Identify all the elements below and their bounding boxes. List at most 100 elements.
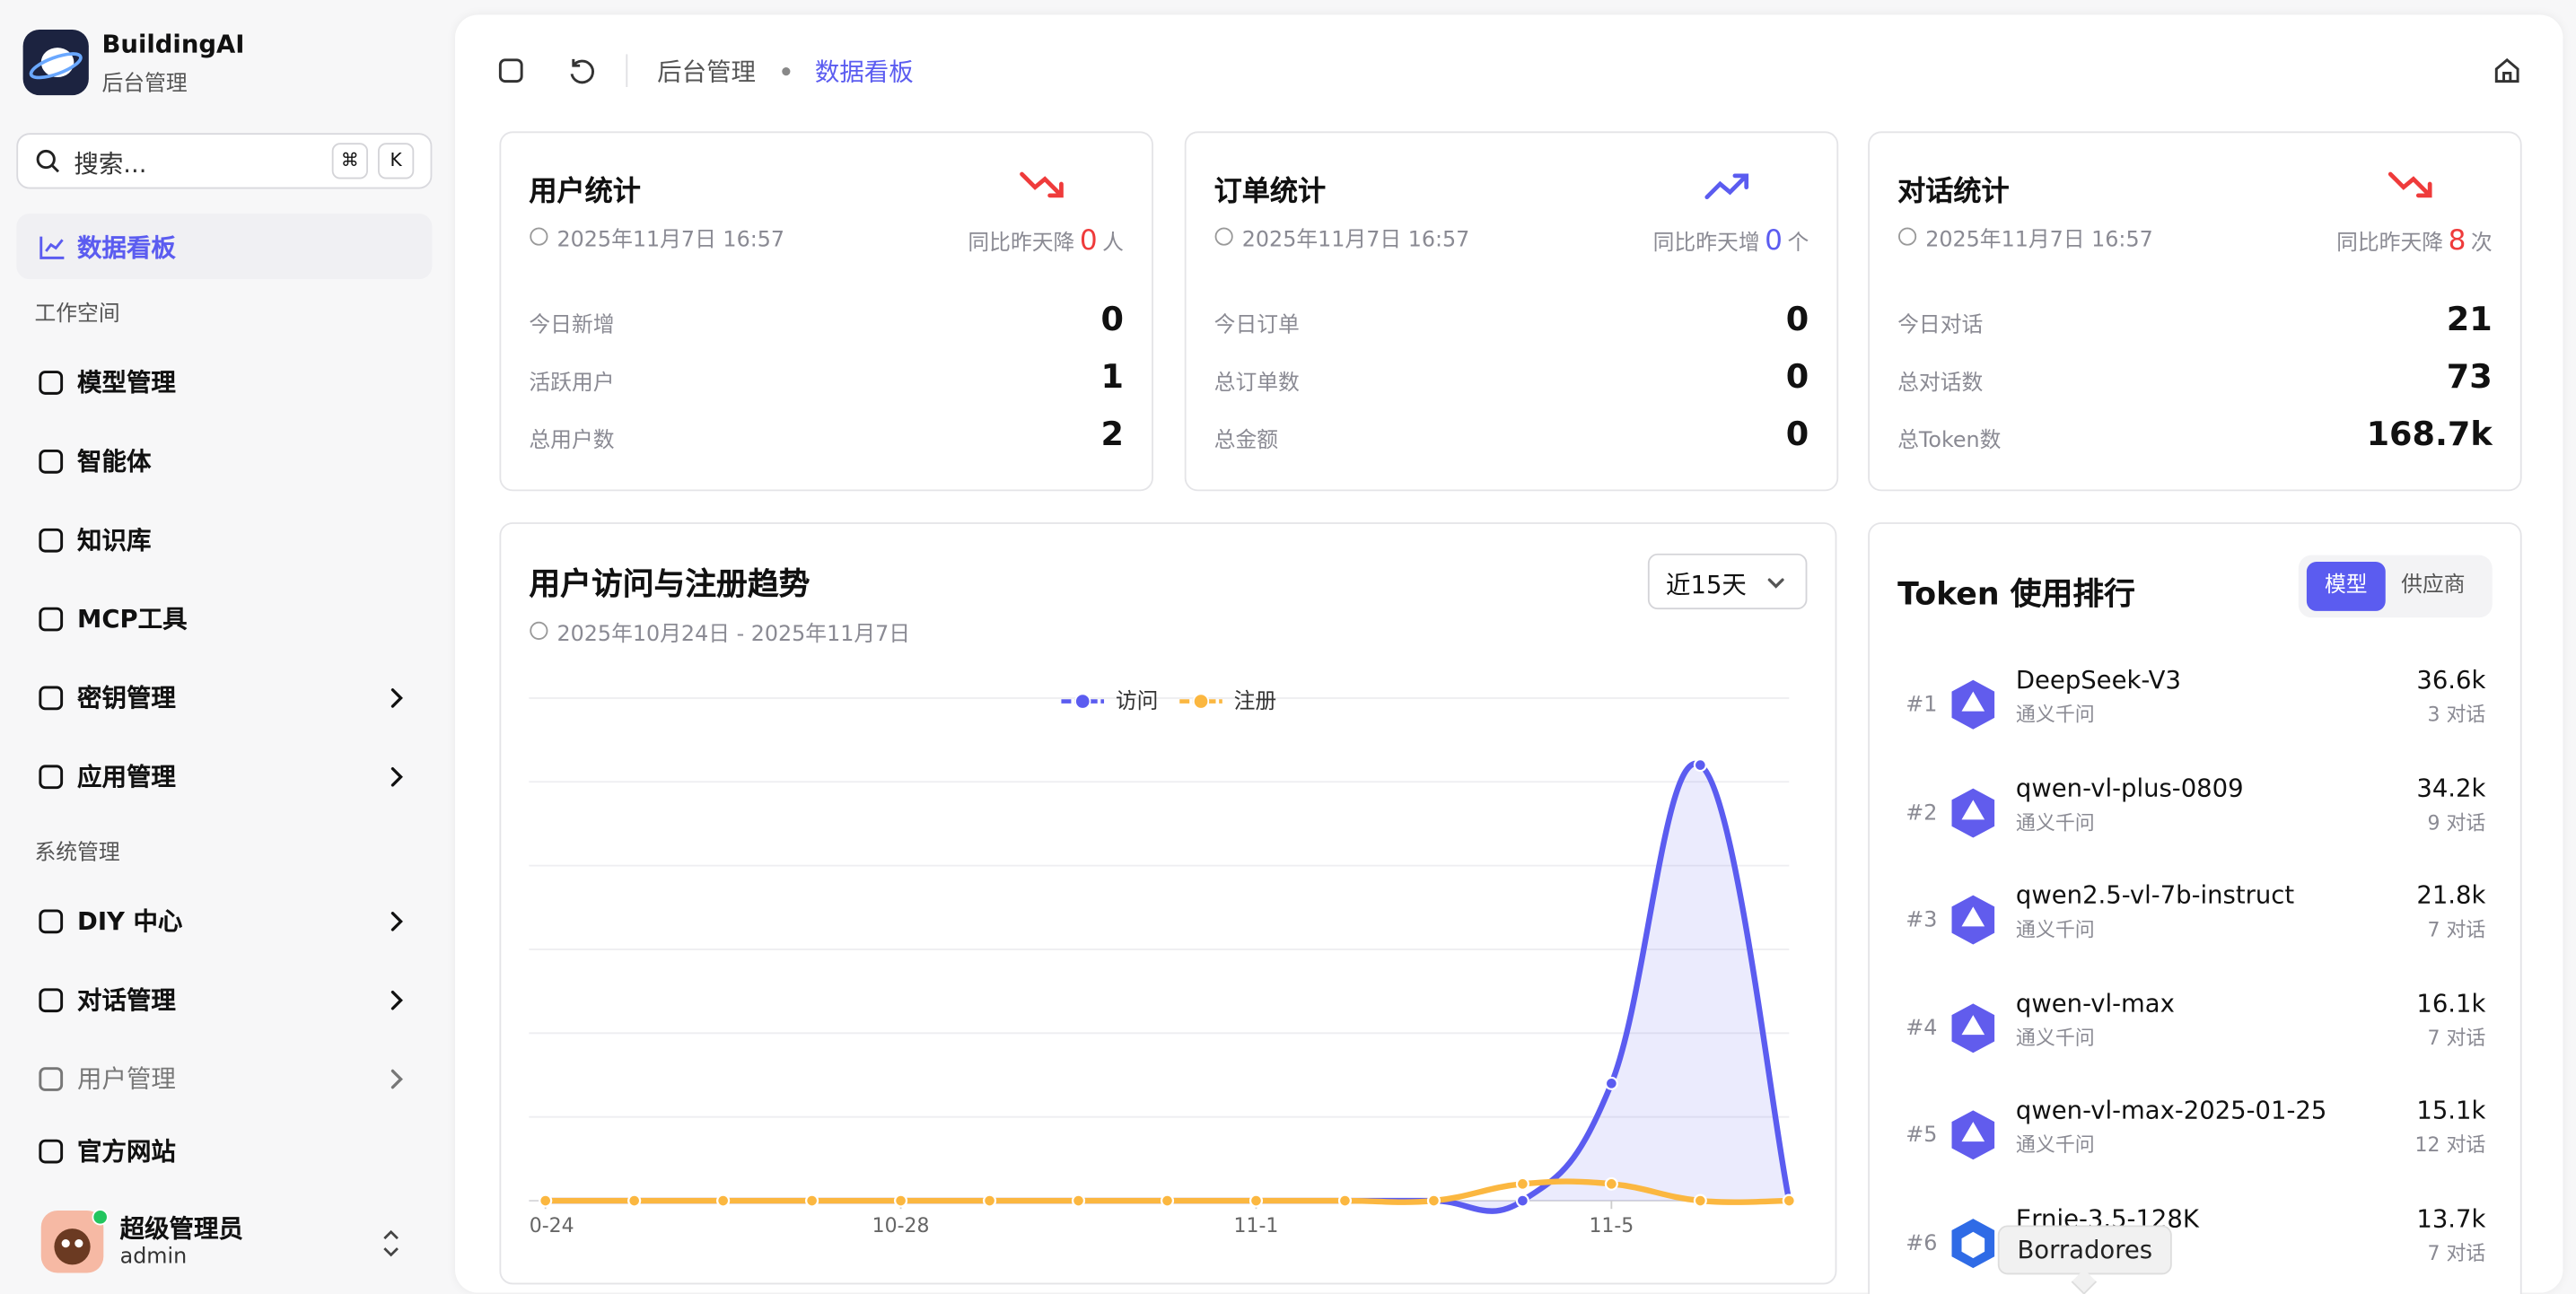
x-tick-label: 10-24 [517, 1215, 574, 1237]
point [716, 1193, 731, 1208]
compare-label: 同比昨天降 [2336, 232, 2444, 257]
point [1782, 1193, 1796, 1208]
stat-card: 用户统计 2025年11月7日 16:57 同比昨天降 0 人今日新增 0 活跃用户 1 总用户… [499, 131, 1153, 492]
qwen-logo [1951, 679, 1995, 730]
nav-item[interactable]: MCP工具 [77, 604, 188, 634]
nav-icon [39, 607, 64, 632]
stat-date: 2025年11月7日 16:57 [1925, 228, 2153, 253]
icon-shape [39, 449, 64, 474]
compare-label: 同比昨天降 [968, 232, 1075, 257]
legend-dot [1192, 693, 1210, 710]
x-tick-label: 11-1 [1234, 1215, 1279, 1237]
chevron [390, 766, 403, 787]
point [1604, 1076, 1618, 1090]
chat-count: 7 对话 [2427, 1241, 2486, 1265]
search-glass [36, 149, 56, 170]
nav-item[interactable]: 知识库 [77, 525, 152, 555]
stat-row-value: 1 [1100, 356, 1124, 397]
compare-label: 同比昨天增 [1652, 232, 1760, 257]
range-label: 近15天 [1666, 570, 1747, 600]
compare-unit: 个 [1787, 232, 1809, 257]
tooltip: Borradores [1997, 1225, 2172, 1275]
trend-icon [1704, 173, 1749, 200]
point [1337, 1193, 1352, 1208]
clock [530, 621, 548, 640]
chart-subtitle: 2025年10月24日 - 2025年11月7日 [556, 622, 911, 648]
chevron-icon [390, 1069, 403, 1089]
nav-item[interactable]: 智能体 [77, 446, 152, 477]
chevron [390, 688, 403, 708]
qwen-logo [1951, 1111, 1995, 1160]
point [1693, 1193, 1707, 1208]
nav-item[interactable]: 对话管理 [77, 985, 176, 1016]
point [983, 1193, 997, 1208]
provider-name: 通义千问 [2015, 703, 2095, 727]
nav-item[interactable]: 模型管理 [77, 368, 176, 398]
avatar-art [54, 1228, 91, 1265]
chevron [1767, 578, 1784, 589]
stat-title: 订单统计 [1214, 175, 1327, 209]
nav-section-title: 工作空间 [34, 302, 120, 328]
qwen-logo [1951, 1003, 1995, 1053]
trend [2388, 171, 2432, 198]
breadcrumb-item[interactable]: 后台管理 [657, 57, 757, 88]
provider-logo [1951, 1111, 1995, 1160]
brand-name: BuildingAI [101, 29, 245, 59]
stat-row-value: 2 [1100, 414, 1124, 454]
chevron-icon [390, 990, 403, 1010]
toggle-sidebar-icon [498, 58, 523, 83]
icon-shape [498, 58, 523, 83]
chat-count: 7 对话 [2427, 1026, 2486, 1050]
user-role: admin [119, 1245, 188, 1270]
nav-label: 数据看板 [77, 232, 176, 263]
stat-row-label: 今日对话 [1897, 313, 1984, 339]
stat-compare: 同比昨天降 0 人 [968, 225, 1124, 258]
nav-item[interactable]: 密钥管理 [77, 683, 176, 713]
qwen-logo [1951, 895, 1995, 945]
compare-value: 8 [2448, 224, 2466, 258]
point [805, 1193, 819, 1208]
chat-count: 3 对话 [2427, 703, 2486, 727]
provider-logo [1951, 787, 1995, 837]
chevron-icon [1767, 578, 1784, 589]
home-icon [2494, 57, 2519, 83]
provider-name: 通义千问 [2015, 810, 2095, 835]
point [539, 1193, 553, 1208]
search-handle [51, 164, 60, 173]
clock [530, 227, 548, 246]
legend-dot [1074, 693, 1091, 710]
trend-icon [1020, 171, 1064, 198]
stat-card: 订单统计 2025年11月7日 16:57 同比昨天增 0 个今日订单 0 总订单数 0 总金额… [1184, 131, 1839, 492]
stat-card: 对话统计 2025年11月7日 16:57 同比昨天降 8 次今日对话 21 总对话数 73 总… [1868, 131, 2522, 492]
token-count: 15.1k [2416, 1096, 2486, 1126]
chevron-icon [390, 912, 403, 931]
range-select[interactable]: 近15天 [1647, 553, 1808, 610]
icon-shape [39, 1067, 64, 1091]
nav-active[interactable]: 数据看板 [16, 213, 433, 280]
brand-logo [22, 29, 89, 96]
avatar-eye [74, 1239, 83, 1248]
stat-title: 用户统计 [529, 175, 641, 209]
chat-count: 12 对话 [2414, 1133, 2486, 1158]
tab[interactable]: 供应商 [2401, 573, 2466, 599]
point [1426, 1193, 1441, 1208]
search-box[interactable]: 搜索... ⌘ K [16, 133, 433, 189]
nav-item[interactable]: 应用管理 [77, 762, 176, 792]
nav-item[interactable]: DIY 中心 [77, 906, 183, 937]
nav-icon [39, 988, 64, 1013]
nav-item[interactable]: 用户管理 [77, 1064, 176, 1095]
chevron [390, 1069, 403, 1089]
icon-shape [39, 1139, 64, 1164]
nav-item[interactable]: 官方网站 [77, 1136, 176, 1167]
trend [1020, 171, 1064, 198]
model-name: DeepSeek-V3 [2015, 665, 2181, 695]
stat-row-label: 活跃用户 [529, 371, 615, 397]
icon-shape [39, 528, 64, 553]
nav-icon [39, 765, 64, 790]
tab[interactable]: 模型 [2306, 561, 2386, 611]
point [627, 1193, 642, 1208]
chevron [390, 990, 403, 1010]
clock [1898, 227, 1917, 246]
